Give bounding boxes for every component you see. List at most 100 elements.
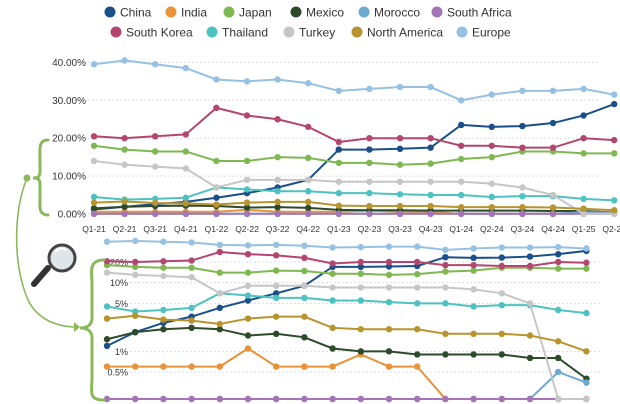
bottom-point-mexico xyxy=(526,354,534,362)
top-point-china xyxy=(458,121,465,129)
top-point-japan xyxy=(611,150,618,157)
top-point-north-america xyxy=(488,203,495,211)
top-point-south-korea xyxy=(152,133,159,140)
bottom-point-south-africa xyxy=(470,395,477,403)
top-point-north-america xyxy=(305,198,312,206)
bottom-point-india xyxy=(273,363,280,370)
top-point-europe xyxy=(611,91,618,98)
legend-label-morocco: Morocco xyxy=(374,6,420,20)
top-point-south-korea xyxy=(213,104,220,112)
connector-arrowhead xyxy=(74,322,80,332)
top-point-north-america xyxy=(182,200,189,207)
top-point-europe xyxy=(305,80,312,87)
top-xtick-label: Q1-23 xyxy=(327,224,351,234)
bottom-point-turkey xyxy=(103,269,111,276)
bottom-point-europe xyxy=(103,238,111,245)
bottom-point-japan xyxy=(301,267,308,275)
top-point-turkey xyxy=(274,176,281,184)
bottom-point-turkey xyxy=(555,395,562,403)
top-point-turkey xyxy=(121,161,128,168)
bottom-point-turkey xyxy=(301,282,308,290)
log-chart: 20%10%5%1%0.5% xyxy=(103,237,600,403)
bottom-point-north-america xyxy=(555,338,562,345)
legend-marker-south-africa xyxy=(431,6,443,18)
top-point-thailand xyxy=(335,189,342,197)
top-xtick-label: Q2-22 xyxy=(235,224,259,234)
top-point-europe xyxy=(274,76,281,83)
legend-label-china: China xyxy=(120,6,152,20)
bottom-point-thailand xyxy=(498,301,505,309)
top-xtick-label: Q3-23 xyxy=(388,224,412,234)
bottom-point-north-america xyxy=(583,348,590,355)
top-point-north-america xyxy=(549,204,557,211)
top-series-line-thailand xyxy=(93,186,615,202)
top-point-turkey xyxy=(366,178,373,185)
top-point-turkey xyxy=(458,178,465,185)
top-series-line-china xyxy=(93,103,615,211)
top-point-south-korea xyxy=(427,135,434,142)
top-point-china xyxy=(580,112,587,119)
top-point-thailand xyxy=(243,186,251,193)
brace-top xyxy=(32,138,50,217)
bottom-point-japan xyxy=(385,271,393,279)
bottom-point-europe xyxy=(470,245,477,252)
bottom-point-china xyxy=(442,253,449,261)
bottom-point-south-africa xyxy=(216,395,223,403)
top-xtick-label: Q2-23 xyxy=(358,224,382,234)
bottom-point-europe xyxy=(188,239,195,246)
bottom-point-india xyxy=(132,363,139,370)
bottom-point-india xyxy=(329,363,336,370)
bottom-point-japan xyxy=(329,270,336,277)
bottom-point-north-america xyxy=(244,315,252,322)
top-point-mexico xyxy=(305,204,312,212)
top-xtick-label: Q1-21 xyxy=(82,224,106,234)
top-point-turkey xyxy=(396,178,404,185)
top-point-south-africa xyxy=(213,210,220,218)
top-point-turkey xyxy=(549,191,557,199)
top-point-europe xyxy=(519,87,526,95)
bottom-point-china xyxy=(470,254,477,262)
top-point-south-africa xyxy=(335,210,342,218)
top-point-thailand xyxy=(274,188,281,195)
bottom-point-south-korea xyxy=(273,252,280,259)
bottom-point-mexico xyxy=(160,326,167,333)
bottom-point-north-america xyxy=(216,320,223,328)
bottom-point-japan xyxy=(244,269,252,276)
legend-marker-india xyxy=(165,6,177,18)
top-point-south-korea xyxy=(549,144,557,151)
bottom-point-mexico xyxy=(414,351,421,358)
top-point-thailand xyxy=(458,191,465,199)
bottom-point-mexico xyxy=(103,336,111,343)
legend-marker-turkey xyxy=(283,26,295,38)
bottom-point-china xyxy=(103,342,111,350)
top-point-europe xyxy=(182,64,189,72)
bottom-point-north-america xyxy=(301,313,308,320)
bottom-point-south-africa xyxy=(526,395,534,403)
top-ytick-label: 30.00% xyxy=(52,96,86,107)
top-point-south-africa xyxy=(182,210,189,218)
legend-label-turkey: Turkey xyxy=(299,26,335,40)
top-point-europe xyxy=(458,97,465,104)
top-point-turkey xyxy=(213,184,220,191)
bottom-point-turkey xyxy=(385,284,393,291)
bottom-point-europe xyxy=(442,246,449,254)
top-point-japan xyxy=(182,148,189,155)
bottom-point-south-korea xyxy=(357,258,364,266)
bottom-point-turkey xyxy=(244,282,252,290)
top-point-japan xyxy=(90,142,98,149)
top-xtick-label: Q1-25 xyxy=(572,224,596,234)
bottom-point-japan xyxy=(132,263,139,271)
top-xtick-label: Q3-21 xyxy=(143,224,167,234)
top-point-south-korea xyxy=(243,112,251,119)
top-point-turkey xyxy=(488,180,495,187)
bottom-point-north-america xyxy=(188,317,195,324)
top-point-japan xyxy=(335,159,342,167)
bottom-point-japan xyxy=(188,264,195,271)
top-point-japan xyxy=(427,160,434,167)
top-point-north-america xyxy=(366,202,373,210)
top-point-south-korea xyxy=(611,136,618,144)
bottom-point-south-africa xyxy=(442,395,449,403)
top-point-south-korea xyxy=(396,135,404,142)
bottom-point-south-africa xyxy=(244,395,252,403)
